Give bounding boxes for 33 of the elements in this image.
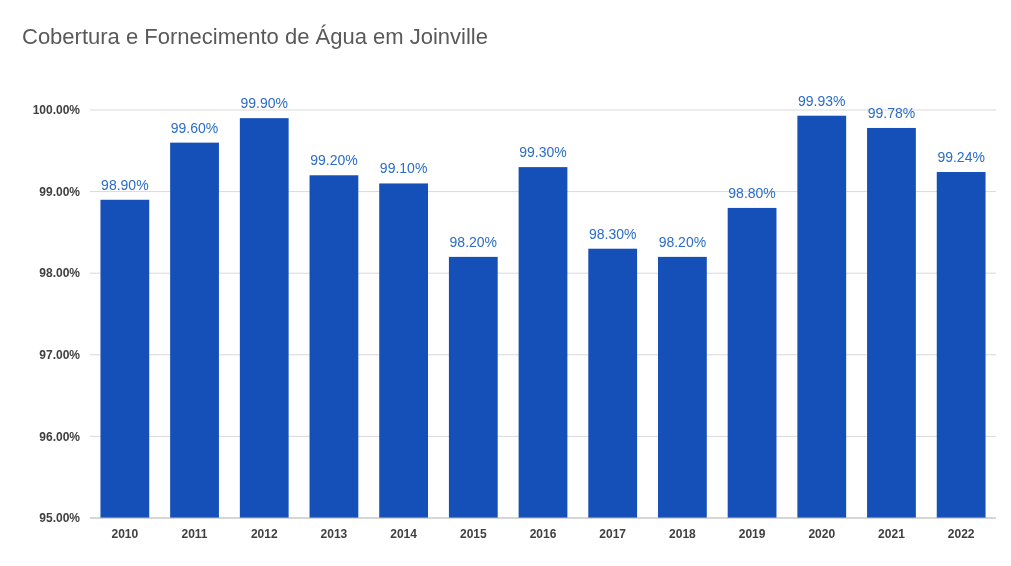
data-label: 98.20% bbox=[658, 233, 707, 250]
y-tick-label: 97.00% bbox=[39, 348, 81, 362]
data-label: 99.30% bbox=[519, 144, 567, 161]
x-tick-label: 2018 bbox=[669, 527, 697, 541]
y-tick-label: 99.00% bbox=[39, 184, 81, 199]
data-label: 99.24% bbox=[937, 149, 985, 166]
data-label: 99.78% bbox=[867, 104, 916, 121]
y-tick-label: 95.00% bbox=[39, 511, 81, 526]
x-tick-label: 2016 bbox=[529, 527, 557, 541]
data-label: 99.93% bbox=[798, 92, 846, 109]
data-label: 99.20% bbox=[310, 152, 358, 169]
x-tick-label: 2015 bbox=[459, 527, 487, 541]
data-label: 99.90% bbox=[240, 95, 288, 112]
data-label: 98.30% bbox=[588, 225, 637, 242]
data-label: 99.60% bbox=[170, 119, 219, 136]
x-tick-label: 2021 bbox=[878, 527, 906, 541]
y-tick-label: 96.00% bbox=[39, 429, 81, 444]
chart-title: Cobertura e Fornecimento de Água em Joinville bbox=[22, 24, 488, 49]
data-label: 98.80% bbox=[728, 184, 776, 201]
x-tick-label: 2017 bbox=[599, 527, 627, 541]
x-tick-label: 2020 bbox=[808, 527, 836, 541]
x-tick-label: 2012 bbox=[250, 527, 278, 541]
x-tick-label: 2019 bbox=[738, 527, 766, 541]
y-tick-label: 98.00% bbox=[39, 266, 81, 281]
x-tick-label: 2013 bbox=[320, 527, 348, 541]
data-label: 98.90% bbox=[101, 176, 149, 193]
x-tick-label: 2011 bbox=[181, 527, 208, 541]
data-label: 99.10% bbox=[379, 160, 428, 177]
x-tick-label: 2014 bbox=[390, 527, 418, 541]
x-tick-label: 2010 bbox=[111, 527, 139, 541]
data-label: 98.20% bbox=[449, 233, 498, 250]
y-tick-label: 100.00% bbox=[32, 103, 81, 118]
x-tick-label: 2022 bbox=[947, 527, 975, 541]
